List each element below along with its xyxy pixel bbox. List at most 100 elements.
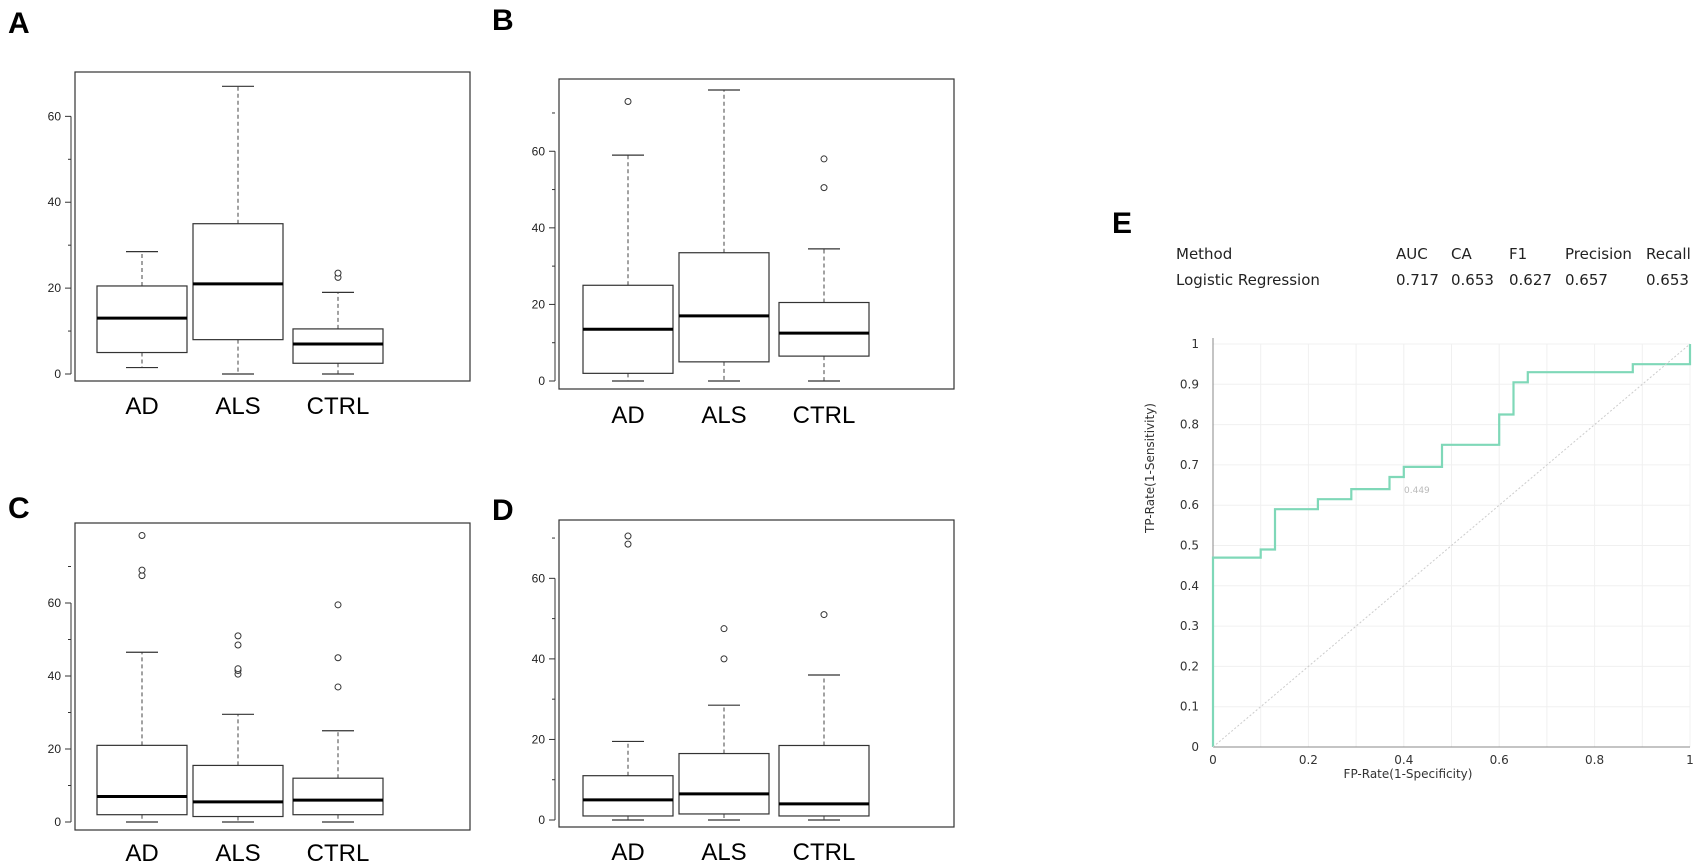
category-label-c-ad: AD — [125, 840, 158, 867]
outlier-c-als-4 — [234, 632, 242, 640]
metrics-header-precision: Precision — [1565, 245, 1632, 263]
roc-x-tick-label-0: 0 — [1209, 753, 1217, 767]
category-label-c-ctrl: CTRL — [307, 840, 370, 867]
y-tick-label-c-0: 0 — [54, 815, 61, 829]
plot-frame-a — [74, 71, 471, 382]
metrics-cell-auc: 0.717 — [1396, 271, 1439, 289]
roc-y-tick-label-0: 0 — [1191, 740, 1199, 754]
roc-x-tick-label-1: 0.2 — [1299, 753, 1318, 767]
y-tick-label-c-40: 40 — [48, 669, 62, 683]
roc-y-tick-label-1: 0.1 — [1180, 700, 1199, 714]
roc-y-tick-label-6: 0.6 — [1180, 498, 1199, 512]
panel-label-b: B — [492, 4, 514, 37]
metrics-cell-method: Logistic Regression — [1176, 271, 1320, 289]
outlier-c-ctrl-2 — [334, 601, 342, 609]
y-tick-label-b-60: 60 — [532, 144, 546, 158]
roc-y-tick-label-4: 0.4 — [1180, 579, 1199, 593]
box-c-als — [192, 764, 284, 818]
y-tick-label-d-20: 20 — [532, 732, 546, 746]
metrics-header-recall: Recall — [1646, 245, 1691, 263]
metrics-header-method: Method — [1176, 245, 1232, 263]
metrics-cell-f1: 0.627 — [1509, 271, 1552, 289]
panel-label-c: C — [8, 492, 30, 525]
y-tick-label-c-20: 20 — [48, 742, 62, 756]
roc-x-axis-label: FP-Rate(1-Specificity) — [1344, 767, 1473, 781]
roc-panel-e: Method AUC CA F1 Precision Recall Logist… — [1143, 245, 1694, 781]
metrics-table: Method AUC CA F1 Precision Recall Logist… — [1176, 245, 1691, 289]
category-label-b-ad: AD — [611, 402, 644, 429]
roc-x-tick-label-4: 0.8 — [1585, 753, 1604, 767]
plot-frame-b — [558, 78, 955, 390]
roc-y-tick-label-3: 0.3 — [1180, 619, 1199, 633]
boxplot-panel-a: 0 20 40 60 AD ALS CTRL — [48, 71, 471, 420]
y-tick-label-b-20: 20 — [532, 297, 546, 311]
outlier-d-ad-0 — [624, 540, 632, 548]
outlier-d-ctrl-0 — [820, 611, 828, 619]
roc-y-axis-label: TP-Rate(1-Sensitivity) — [1143, 403, 1157, 534]
category-label-d-als: ALS — [701, 839, 746, 866]
category-label-b-ctrl: CTRL — [793, 402, 856, 429]
y-tick-label-b-0: 0 — [538, 374, 545, 388]
metrics-cell-recall: 0.653 — [1646, 271, 1689, 289]
category-label-c-als: ALS — [215, 840, 260, 867]
plot-frame-c — [74, 522, 471, 831]
box-d-als — [678, 752, 770, 815]
y-tick-label-d-60: 60 — [532, 571, 546, 585]
category-label-d-ad: AD — [611, 839, 644, 866]
roc-y-tick-label-10: 1 — [1191, 337, 1199, 351]
box-c-ctrl — [292, 777, 384, 816]
y-tick-label-a-60: 60 — [48, 109, 62, 123]
outlier-b-ad-0 — [624, 97, 632, 105]
y-tick-label-d-40: 40 — [532, 652, 546, 666]
category-label-a-als: ALS — [215, 393, 260, 420]
roc-y-tick-label-5: 0.5 — [1180, 539, 1199, 553]
roc-x-tick-label-3: 0.6 — [1490, 753, 1509, 767]
outlier-c-ctrl-0 — [334, 683, 342, 691]
y-tick-label-c-60: 60 — [48, 596, 62, 610]
plot-frame-d — [558, 519, 955, 828]
box-d-ctrl — [778, 744, 870, 817]
metrics-header-f1: F1 — [1509, 245, 1527, 263]
y-tick-label-a-20: 20 — [48, 281, 62, 295]
metrics-cell-precision: 0.657 — [1565, 271, 1608, 289]
outlier-a-ctrl-1 — [334, 269, 342, 277]
roc-plot-area: 0 0.2 0.4 0.6 0.8 1 0 0.1 0.2 0.3 0.4 0.5 0.6 0.7 0.8 0… — [1180, 337, 1694, 767]
roc-y-tick-label-8: 0.8 — [1180, 418, 1199, 432]
category-label-b-als: ALS — [701, 402, 746, 429]
roc-y-tick-label-2: 0.2 — [1180, 659, 1199, 673]
box-b-ctrl — [778, 301, 870, 357]
y-tick-label-d-0: 0 — [538, 813, 545, 827]
roc-y-tick-label-9: 0.9 — [1180, 377, 1199, 391]
box-b-als — [678, 252, 770, 363]
outlier-c-ad-2 — [138, 531, 146, 539]
box-d-ad — [582, 775, 674, 817]
roc-curve-line — [1211, 344, 1692, 747]
panel-label-e: E — [1112, 207, 1132, 240]
roc-y-tick-label-7: 0.7 — [1180, 458, 1199, 472]
outlier-c-ctrl-1 — [334, 654, 342, 662]
panel-label-a: A — [8, 7, 30, 40]
metrics-header-ca: CA — [1451, 245, 1472, 263]
category-label-a-ctrl: CTRL — [307, 393, 370, 420]
outlier-c-ad-1 — [138, 566, 146, 574]
box-a-als — [192, 223, 284, 341]
y-tick-label-a-0: 0 — [54, 367, 61, 381]
outlier-b-ctrl-0 — [820, 184, 828, 192]
category-label-a-ad: AD — [125, 393, 158, 420]
box-a-ctrl — [292, 328, 384, 364]
box-c-ad — [96, 744, 188, 816]
boxplot-panel-b: 0 20 40 60 AD ALS CTRL — [532, 78, 955, 429]
metrics-header-auc: AUC — [1396, 245, 1428, 263]
panel-label-d: D — [492, 494, 514, 527]
roc-x-tick-label-2: 0.4 — [1394, 753, 1413, 767]
category-label-d-ctrl: CTRL — [793, 839, 856, 866]
roc-threshold-annotation: 0.449 — [1404, 486, 1430, 496]
y-tick-label-b-40: 40 — [532, 221, 546, 235]
roc-x-tick-label-5: 1 — [1686, 753, 1694, 767]
metrics-cell-ca: 0.653 — [1451, 271, 1494, 289]
outlier-d-ad-1 — [624, 532, 632, 540]
roc-diagonal-line — [1212, 343, 1691, 748]
boxplot-panel-d: 0 20 40 60 AD ALS CTRL — [532, 519, 955, 866]
outlier-c-als-3 — [234, 641, 242, 649]
